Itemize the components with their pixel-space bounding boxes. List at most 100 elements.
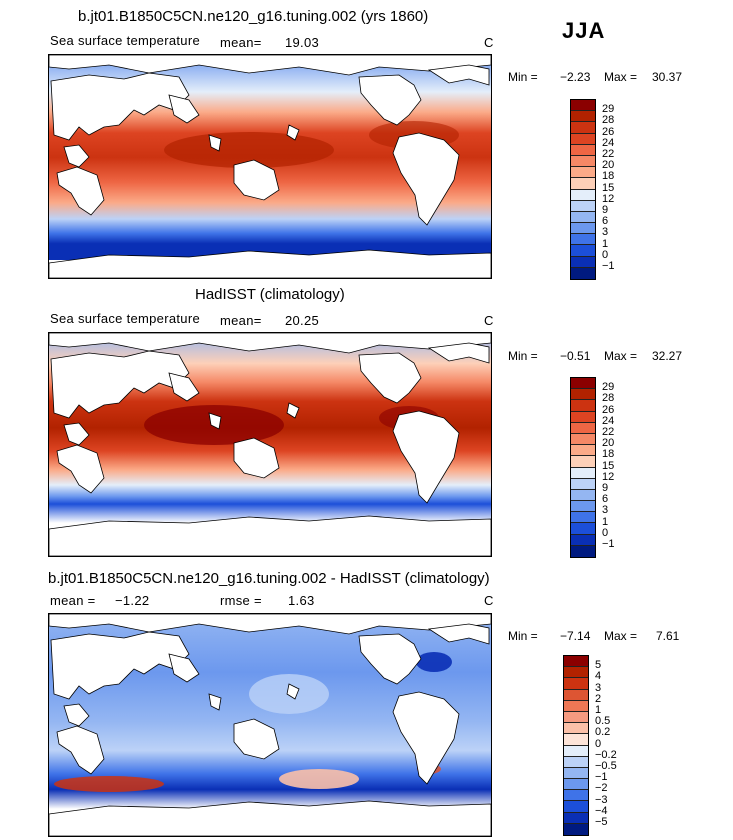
panel1-units: C (484, 35, 494, 50)
colorbar-swatch (571, 467, 595, 479)
panel2-map-svg (49, 333, 491, 556)
panel3-max-value: 7.61 (656, 629, 680, 643)
season-label: JJA (562, 18, 606, 43)
panel2-mean-label: mean= (220, 313, 262, 328)
colorbar-swatch (564, 678, 588, 690)
colorbar-swatch (571, 211, 595, 224)
panel3-min-value: −7.14 (560, 629, 591, 643)
panel1-min-label: Min = (508, 70, 538, 84)
panel2-min-value: −0.51 (560, 349, 591, 363)
colorbar-swatch (564, 700, 588, 712)
colorbar-label: 28 (602, 392, 615, 405)
colorbar-label: 0.2 (595, 726, 611, 739)
panel2-variable: Sea surface temperature (50, 311, 200, 326)
colorbar-label: −5 (595, 816, 608, 828)
panel2-max-value: 32.27 (652, 349, 683, 363)
colorbar-swatch (571, 456, 595, 468)
colorbar-label: −2 (595, 782, 608, 795)
colorbar-swatch (571, 122, 595, 134)
colorbar-swatch (564, 745, 588, 757)
colorbar-swatch (571, 378, 595, 390)
colorbar-label: −4 (595, 804, 608, 817)
panel3-colorbar (563, 655, 589, 836)
colorbar-label: 0 (602, 248, 609, 261)
panel2-max-label: Max = (604, 349, 638, 363)
colorbar-label: −1 (595, 771, 608, 784)
colorbar-label: 12 (602, 192, 615, 205)
colorbar-swatch (564, 790, 588, 802)
colorbar-label: 0.5 (595, 715, 611, 728)
panel1-min-value: −2.23 (560, 70, 591, 84)
panel2-title: HadISST (climatology) (195, 286, 345, 303)
colorbar-swatch (571, 523, 595, 535)
colorbar-swatch (571, 478, 595, 490)
colorbar-swatch (571, 234, 595, 246)
colorbar-label: 18 (602, 448, 615, 461)
panel3-rmse-label: rmse = (220, 593, 262, 608)
colorbar-swatch (571, 501, 595, 513)
colorbar-swatch (564, 711, 588, 724)
panel1-mean-value: 19.03 (285, 35, 320, 50)
panel2-colorbar (570, 377, 596, 558)
colorbar-swatch (571, 189, 595, 201)
panel2-mean-value: 20.25 (285, 313, 320, 328)
colorbar-swatch (571, 223, 595, 235)
colorbar-label: 22 (602, 148, 615, 160)
colorbar-swatch (571, 155, 595, 168)
panel1-variable: Sea surface temperature (50, 33, 200, 48)
colorbar-swatch (571, 267, 595, 279)
colorbar-label: 28 (602, 114, 615, 127)
colorbar-label: −1 (602, 538, 615, 550)
colorbar-swatch (571, 100, 595, 112)
colorbar-swatch (571, 256, 595, 268)
colorbar-swatch (564, 756, 588, 768)
colorbar-swatch (564, 734, 588, 746)
panel3-map (48, 613, 492, 837)
panel1-colorbar (570, 99, 596, 280)
colorbar-label: 9 (602, 482, 609, 494)
panel1-max-value: 30.37 (652, 70, 683, 84)
panel1-map-svg (49, 55, 491, 278)
colorbar-label: 4 (595, 670, 602, 683)
colorbar-label: 18 (602, 170, 615, 183)
colorbar-label: 6 (602, 493, 609, 506)
panel2-min-label: Min = (508, 349, 538, 363)
colorbar-swatch (564, 667, 588, 679)
colorbar-swatch (571, 144, 595, 156)
colorbar-swatch (571, 545, 595, 557)
colorbar-swatch (564, 767, 588, 780)
colorbar-swatch (564, 656, 588, 668)
colorbar-swatch (564, 812, 588, 824)
colorbar-swatch (571, 167, 595, 179)
colorbar-label: −0.5 (595, 760, 617, 772)
panel3-map-svg (49, 614, 491, 836)
panel1-title: b.jt01.B1850C5CN.ne120_g16.tuning.002 (y… (78, 8, 429, 25)
panel3-title: b.jt01.B1850C5CN.ne120_g16.tuning.002 - … (48, 570, 490, 587)
colorbar-swatch (564, 723, 588, 735)
colorbar-swatch (571, 400, 595, 412)
colorbar-label: 24 (602, 414, 615, 427)
colorbar-swatch (564, 689, 588, 701)
colorbar-label: 3 (602, 226, 609, 239)
colorbar-label: 5 (595, 659, 602, 672)
colorbar-label: 20 (602, 159, 615, 172)
colorbar-label: 20 (602, 437, 615, 450)
colorbar-swatch (571, 200, 595, 212)
colorbar-label: 0 (595, 737, 602, 750)
colorbar-label: 29 (602, 103, 615, 116)
panel3-mean-label: mean = (50, 593, 96, 608)
panel1-max-label: Max = (604, 70, 638, 84)
colorbar-swatch (571, 389, 595, 401)
colorbar-label: 0 (602, 526, 609, 539)
panel2-units: C (484, 313, 494, 328)
colorbar-label: 1 (595, 704, 602, 716)
colorbar-label: 1 (602, 237, 609, 250)
colorbar-label: −1 (602, 260, 615, 272)
colorbar-swatch (571, 512, 595, 524)
panel1-map (48, 54, 492, 279)
colorbar-label: 15 (602, 459, 615, 472)
colorbar-label: 26 (602, 403, 615, 416)
panel2-map (48, 332, 492, 557)
panel3-min-label: Min = (508, 629, 538, 643)
colorbar-label: 9 (602, 204, 609, 216)
